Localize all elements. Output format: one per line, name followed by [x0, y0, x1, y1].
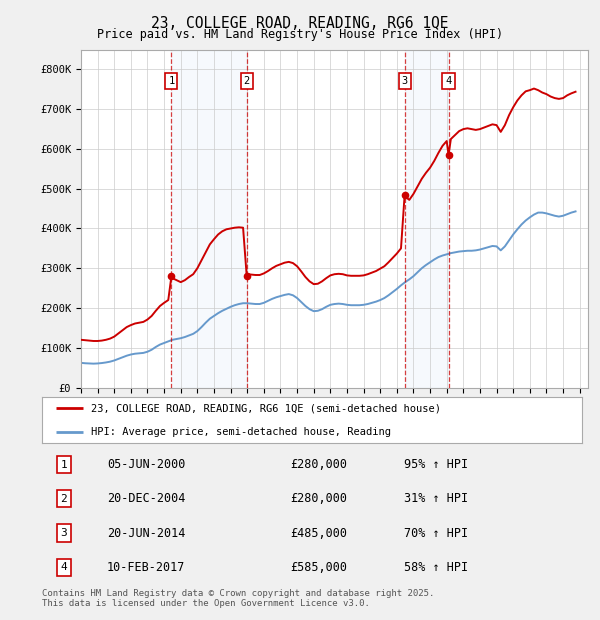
Text: Price paid vs. HM Land Registry's House Price Index (HPI): Price paid vs. HM Land Registry's House … [97, 28, 503, 41]
Text: 1: 1 [60, 460, 67, 470]
Text: 31% ↑ HPI: 31% ↑ HPI [404, 492, 468, 505]
Text: HPI: Average price, semi-detached house, Reading: HPI: Average price, semi-detached house,… [91, 427, 391, 436]
Text: £280,000: £280,000 [290, 458, 347, 471]
Text: 3: 3 [60, 528, 67, 538]
Text: Contains HM Land Registry data © Crown copyright and database right 2025.
This d: Contains HM Land Registry data © Crown c… [42, 589, 434, 608]
Text: 4: 4 [60, 562, 67, 572]
Text: 58% ↑ HPI: 58% ↑ HPI [404, 560, 468, 574]
Text: 1: 1 [169, 76, 175, 86]
Text: 20-JUN-2014: 20-JUN-2014 [107, 526, 185, 539]
Text: 20-DEC-2004: 20-DEC-2004 [107, 492, 185, 505]
Text: £485,000: £485,000 [290, 526, 347, 539]
Text: £280,000: £280,000 [290, 492, 347, 505]
Text: 23, COLLEGE ROAD, READING, RG6 1QE: 23, COLLEGE ROAD, READING, RG6 1QE [151, 16, 449, 30]
Text: 95% ↑ HPI: 95% ↑ HPI [404, 458, 468, 471]
Text: 23, COLLEGE ROAD, READING, RG6 1QE (semi-detached house): 23, COLLEGE ROAD, READING, RG6 1QE (semi… [91, 404, 440, 414]
Text: 3: 3 [401, 76, 408, 86]
Text: 05-JUN-2000: 05-JUN-2000 [107, 458, 185, 471]
Bar [404, 50, 449, 388]
Text: £585,000: £585,000 [290, 560, 347, 574]
Text: 4: 4 [445, 76, 452, 86]
Text: 10-FEB-2017: 10-FEB-2017 [107, 560, 185, 574]
Text: 2: 2 [244, 76, 250, 86]
Text: 2: 2 [60, 494, 67, 504]
Text: 70% ↑ HPI: 70% ↑ HPI [404, 526, 468, 539]
Bar [172, 50, 247, 388]
